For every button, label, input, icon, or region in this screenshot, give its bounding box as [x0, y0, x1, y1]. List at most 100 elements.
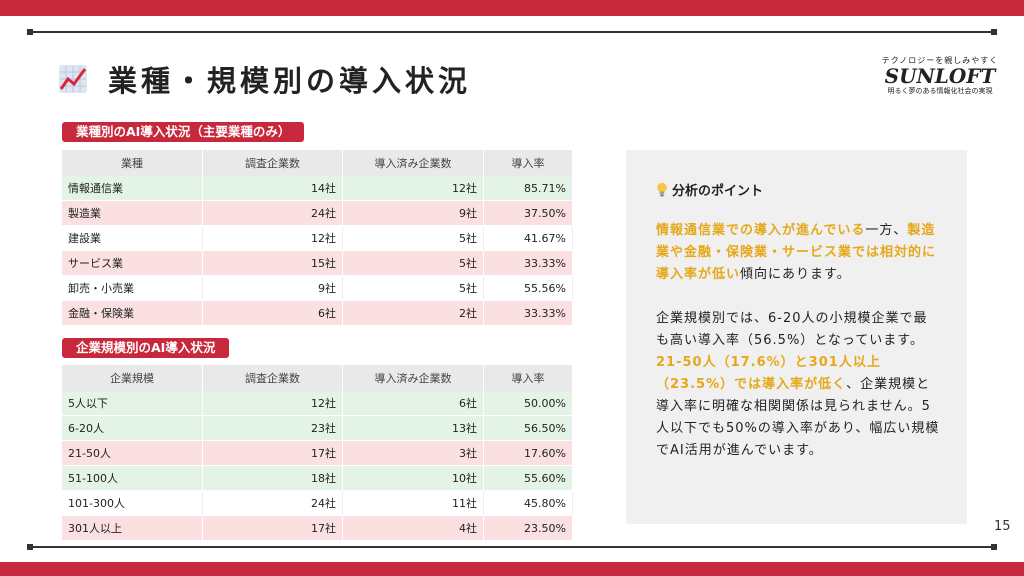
adopted-count: 5社 [342, 250, 484, 276]
adoption-rate: 50.00% [483, 391, 573, 416]
company-size: 6-20人 [62, 415, 203, 441]
industry-table: 業種 調査企業数 導入済み企業数 導入率 情報通信業 14社 12社 85.71… [62, 150, 573, 326]
chart-trend-icon [59, 65, 87, 93]
body-text: 、企業規模と導入率に明確な相関関係は見られません。5人以下でも50%の導入率があ… [656, 377, 940, 458]
highlight-text: 情報通信業での導入が進んでいる [656, 223, 866, 238]
adopted-count: 3社 [342, 440, 484, 466]
lightbulb-icon [657, 182, 667, 197]
scale-section-label: 企業規模別のAI導入状況 [62, 338, 230, 358]
adopted-count: 12社 [342, 176, 484, 201]
company-size: 5人以下 [62, 391, 203, 416]
table-row: 金融・保険業 6社 2社 33.33% [62, 300, 573, 326]
industry-name: 卸売・小売業 [62, 275, 203, 301]
adoption-rate: 23.50% [483, 515, 573, 541]
logo-tagline-top: テクノロジーを親しみやすく [881, 56, 999, 65]
adoption-rate: 41.67% [483, 225, 573, 251]
header-cell: 導入済み企業数 [342, 365, 484, 391]
analysis-paragraph-2: 企業規模別では、6-20人の小規模企業で最も高い導入率（56.5%）となっていま… [656, 308, 940, 462]
industry-section-label: 業種別のAI導入状況（主要業種のみ） [62, 122, 305, 142]
top-divider [27, 29, 997, 35]
adopted-count: 10社 [342, 465, 484, 491]
industry-name: サービス業 [62, 250, 203, 276]
surveyed-count: 24社 [202, 490, 343, 516]
adoption-rate: 33.33% [483, 300, 573, 326]
analysis-paragraph-1: 情報通信業での導入が進んでいる一方、製造業や金融・保険業・サービス業では相対的に… [656, 220, 940, 286]
surveyed-count: 6社 [202, 300, 343, 326]
body-text: 一方、 [865, 223, 908, 238]
company-size: 101-300人 [62, 490, 203, 516]
adoption-rate: 56.50% [483, 415, 573, 441]
adopted-count: 11社 [342, 490, 484, 516]
table-row: 製造業 24社 9社 37.50% [62, 200, 573, 226]
surveyed-count: 12社 [202, 391, 343, 416]
header-cell: 調査企業数 [202, 365, 343, 391]
table-row: サービス業 15社 5社 33.33% [62, 250, 573, 276]
table-header-row: 業種 調査企業数 導入済み企業数 導入率 [62, 150, 573, 176]
industry-name: 建設業 [62, 225, 203, 251]
top-accent-bar [0, 0, 1024, 16]
surveyed-count: 17社 [202, 440, 343, 466]
adoption-rate: 37.50% [483, 200, 573, 226]
adopted-count: 9社 [342, 200, 484, 226]
table-row: 情報通信業 14社 12社 85.71% [62, 176, 573, 201]
body-text: 傾向にあります。 [740, 267, 851, 282]
adoption-rate: 17.60% [483, 440, 573, 466]
bottom-divider [27, 544, 997, 550]
highlight-text: 21-50人（17.6%）と301人以上（23.5%）では導入率が低く [656, 355, 881, 392]
company-size: 301人以上 [62, 515, 203, 541]
table-row: 6-20人 23社 13社 56.50% [62, 415, 573, 441]
industry-name: 製造業 [62, 200, 203, 226]
company-size: 21-50人 [62, 440, 203, 466]
surveyed-count: 9社 [202, 275, 343, 301]
header-cell: 導入済み企業数 [342, 150, 484, 176]
analysis-body: 情報通信業での導入が進んでいる一方、製造業や金融・保険業・サービス業では相対的に… [656, 220, 940, 484]
adoption-rate: 45.80% [483, 490, 573, 516]
surveyed-count: 24社 [202, 200, 343, 226]
bottom-accent-bar [0, 562, 1024, 576]
surveyed-count: 14社 [202, 176, 343, 201]
header-cell: 調査企業数 [202, 150, 343, 176]
adoption-rate: 33.33% [483, 250, 573, 276]
industry-name: 金融・保険業 [62, 300, 203, 326]
table-header-row: 企業規模 調査企業数 導入済み企業数 導入率 [62, 365, 573, 391]
header-cell: 企業規模 [62, 365, 203, 391]
table-row: 101-300人 24社 11社 45.80% [62, 490, 573, 516]
adopted-count: 6社 [342, 391, 484, 416]
table-row: 51-100人 18社 10社 55.60% [62, 465, 573, 491]
header-cell: 導入率 [483, 365, 573, 391]
adopted-count: 2社 [342, 300, 484, 326]
scale-table: 企業規模 調査企業数 導入済み企業数 導入率 5人以下 12社 6社 50.00… [62, 365, 573, 541]
adopted-count: 13社 [342, 415, 484, 441]
company-logo: テクノロジーを親しみやすく SUNLOFT 明るく夢のある情報化社会の実現 [880, 55, 1000, 96]
adopted-count: 5社 [342, 225, 484, 251]
highlight-text: 製造業や金融・保険業・サービス業では相対的に導入率が低い [656, 223, 937, 282]
industry-name: 情報通信業 [62, 176, 203, 201]
surveyed-count: 12社 [202, 225, 343, 251]
adoption-rate: 55.60% [483, 465, 573, 491]
adopted-count: 4社 [342, 515, 484, 541]
body-text: 企業規模別では、6-20人の小規模企業で最も高い導入率（56.5%）となっていま… [656, 311, 928, 348]
company-size: 51-100人 [62, 465, 203, 491]
surveyed-count: 18社 [202, 465, 343, 491]
page-number: 15 [994, 519, 1011, 534]
surveyed-count: 23社 [202, 415, 343, 441]
logo-brand: SUNLOFT [884, 64, 996, 88]
table-row: 21-50人 17社 3社 17.60% [62, 440, 573, 466]
table-row: 卸売・小売業 9社 5社 55.56% [62, 275, 573, 301]
adoption-rate: 85.71% [483, 176, 573, 201]
table-row: 301人以上 17社 4社 23.50% [62, 515, 573, 541]
title-area: 業種・規模別の導入状況 [58, 58, 471, 100]
logo-tagline-bottom: 明るく夢のある情報化社会の実現 [887, 87, 993, 95]
header-cell: 業種 [62, 150, 203, 176]
analysis-panel: 分析のポイント 情報通信業での導入が進んでいる一方、製造業や金融・保険業・サービ… [626, 150, 967, 524]
adoption-rate: 55.56% [483, 275, 573, 301]
table-row: 5人以下 12社 6社 50.00% [62, 391, 573, 416]
analysis-heading: 分析のポイント [656, 180, 763, 199]
table-row: 建設業 12社 5社 41.67% [62, 225, 573, 251]
adopted-count: 5社 [342, 275, 484, 301]
header-cell: 導入率 [483, 150, 573, 176]
surveyed-count: 17社 [202, 515, 343, 541]
page-title: 業種・規模別の導入状況 [108, 64, 472, 98]
analysis-heading-text: 分析のポイント [672, 184, 764, 199]
surveyed-count: 15社 [202, 250, 343, 276]
